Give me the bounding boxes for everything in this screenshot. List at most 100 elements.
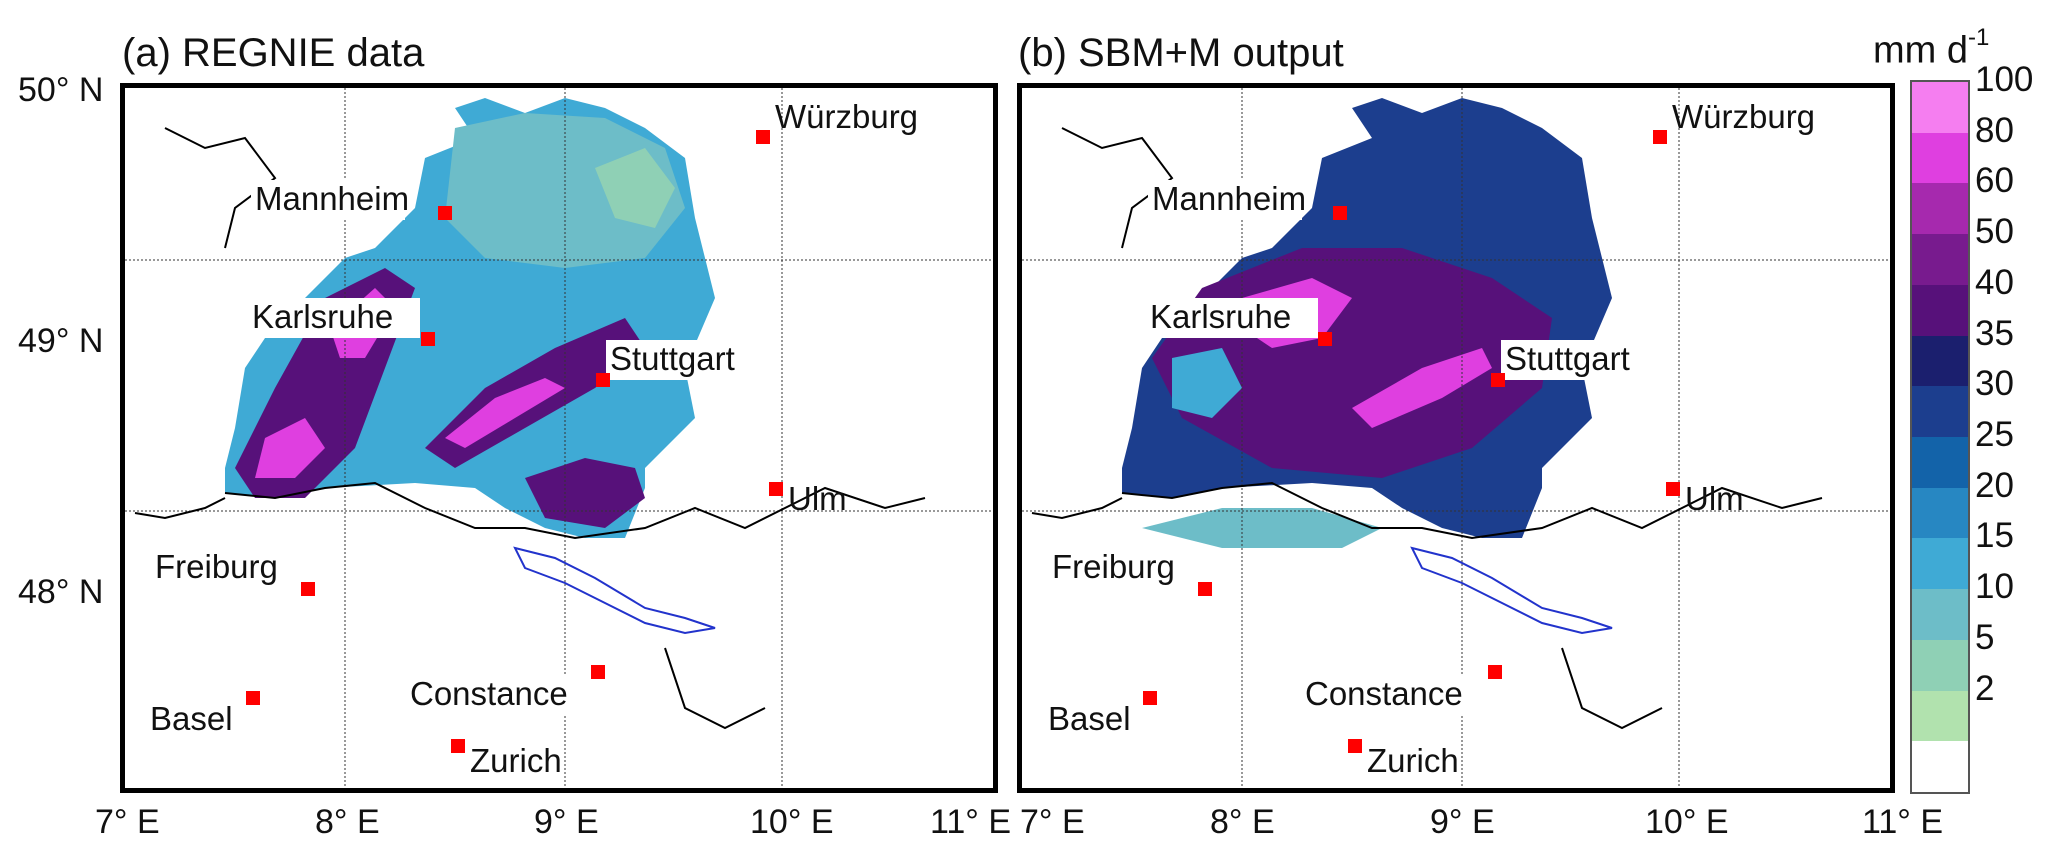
lake-outline-b bbox=[1410, 546, 1613, 635]
colorbar-segment bbox=[1912, 690, 1968, 742]
lake-outline-a bbox=[513, 546, 716, 635]
city-label-background bbox=[606, 340, 778, 380]
city-label: Stuttgart bbox=[1505, 340, 1630, 377]
colorbar-segment bbox=[1912, 741, 1968, 793]
region-light-b bbox=[1172, 348, 1242, 418]
city-label-background bbox=[406, 675, 578, 715]
city-marker bbox=[1143, 691, 1157, 705]
city-label: Ulm bbox=[1685, 480, 1744, 517]
colorbar-unit-exp: -1 bbox=[1968, 24, 1990, 51]
city-label-background bbox=[1301, 675, 1473, 715]
colorbar-segment bbox=[1912, 437, 1968, 489]
colorbar-level-label: 25 bbox=[1975, 415, 2014, 454]
lon-label-b-9: 9° E bbox=[1430, 803, 1495, 841]
lon-label-a-11: 11° E bbox=[930, 803, 1012, 841]
lat-label-49: 49° N bbox=[18, 322, 104, 360]
city-label: Zurich bbox=[470, 742, 562, 779]
city-marker bbox=[1488, 665, 1502, 679]
city-label: Karlsruhe bbox=[1150, 298, 1291, 335]
city-marker bbox=[451, 739, 465, 753]
colorbar-segment bbox=[1912, 82, 1968, 134]
city-marker bbox=[756, 130, 770, 144]
colorbar bbox=[1910, 80, 1970, 794]
colorbar-level-label: 100 bbox=[1975, 60, 2034, 99]
colorbar-unit: mm d-1 bbox=[1873, 24, 1989, 73]
lon-label-a-10: 10° E bbox=[750, 803, 834, 841]
city-marker bbox=[591, 665, 605, 679]
colorbar-level-label: 20 bbox=[1975, 465, 2014, 505]
city-label: Mannheim bbox=[255, 180, 409, 217]
colorbar-level-label: 60 bbox=[1975, 161, 2014, 201]
city-marker bbox=[1653, 130, 1667, 144]
city-label: Basel bbox=[150, 700, 233, 737]
lat-label-48: 48° N bbox=[18, 573, 104, 611]
city-label: Mannheim bbox=[1152, 180, 1306, 217]
map-b-svg bbox=[1022, 88, 1890, 788]
lon-label-b-10: 10° E bbox=[1645, 803, 1729, 841]
colorbar-segment bbox=[1912, 589, 1968, 641]
colorbar-level-label: 2 bbox=[1975, 668, 1995, 708]
city-marker bbox=[769, 482, 783, 496]
colorbar-segment bbox=[1912, 234, 1968, 286]
lon-label-a-8: 8° E bbox=[315, 803, 380, 841]
colorbar-segment bbox=[1912, 132, 1968, 184]
colorbar-level-label: 30 bbox=[1975, 364, 2014, 404]
colorbar-level-label: 50 bbox=[1975, 212, 2014, 252]
colorbar-level-label: 15 bbox=[1975, 516, 2014, 556]
region-core2-b bbox=[1352, 348, 1492, 428]
colorbar-segment bbox=[1912, 538, 1968, 590]
colorbar-level-label: 80 bbox=[1975, 110, 2014, 150]
city-label: Basel bbox=[1048, 700, 1131, 737]
city-label-background bbox=[248, 298, 420, 338]
city-marker bbox=[438, 206, 452, 220]
lon-label-b-11: 11° E bbox=[1862, 803, 1944, 841]
city-label: Würzburg bbox=[775, 98, 918, 135]
colorbar-segment bbox=[1912, 284, 1968, 337]
city-marker bbox=[1666, 482, 1680, 496]
city-marker bbox=[246, 691, 260, 705]
region-north-pale-a bbox=[595, 148, 675, 228]
city-marker bbox=[1348, 739, 1362, 753]
city-label-background bbox=[1048, 548, 1202, 588]
city-marker bbox=[1491, 373, 1505, 387]
city-label-background bbox=[1148, 180, 1302, 220]
city-label-background bbox=[1501, 340, 1673, 380]
colorbar-segment bbox=[1912, 335, 1968, 387]
region-north-light-a bbox=[445, 113, 685, 268]
colorbar-level-label: 10 bbox=[1975, 567, 2014, 607]
colorbar-level-label: 40 bbox=[1975, 262, 2014, 302]
colorbar-level-label: 35 bbox=[1975, 313, 2014, 353]
jura-core-a bbox=[445, 378, 565, 448]
border-lines-a bbox=[134, 127, 926, 730]
city-label: Ulm bbox=[788, 480, 847, 517]
colorbar-segment bbox=[1912, 386, 1968, 438]
lon-label-a-9: 9° E bbox=[534, 803, 599, 841]
lon-label-b-7: 7° E bbox=[1020, 803, 1085, 841]
city-label: Stuttgart bbox=[610, 340, 735, 377]
colorbar-unit-base: mm d bbox=[1873, 29, 1968, 72]
city-marker bbox=[1198, 582, 1212, 596]
city-marker bbox=[1318, 332, 1332, 346]
border-lines-b bbox=[1031, 127, 1823, 730]
colorbar-level-label: 5 bbox=[1975, 617, 1995, 657]
panel-b-title: (b) SBM+M output bbox=[1018, 31, 1344, 75]
city-marker bbox=[1333, 206, 1347, 220]
city-label: Zurich bbox=[1367, 742, 1459, 779]
city-label-background bbox=[151, 548, 305, 588]
blackforest-core2-a bbox=[255, 418, 325, 478]
panel-a-title: (a) REGNIE data bbox=[122, 31, 425, 75]
city-label: Karlsruhe bbox=[252, 298, 393, 335]
city-label: Constance bbox=[1305, 675, 1463, 712]
city-marker bbox=[421, 332, 435, 346]
city-label: Würzburg bbox=[1672, 98, 1815, 135]
region-south-b bbox=[1142, 508, 1382, 548]
city-label: Freiburg bbox=[155, 548, 278, 585]
lon-label-b-8: 8° E bbox=[1210, 803, 1275, 841]
lat-label-50: 50° N bbox=[18, 71, 104, 109]
city-label-background bbox=[1146, 298, 1318, 338]
city-marker bbox=[301, 582, 315, 596]
colorbar-segment bbox=[1912, 183, 1968, 235]
city-label: Constance bbox=[410, 675, 568, 712]
